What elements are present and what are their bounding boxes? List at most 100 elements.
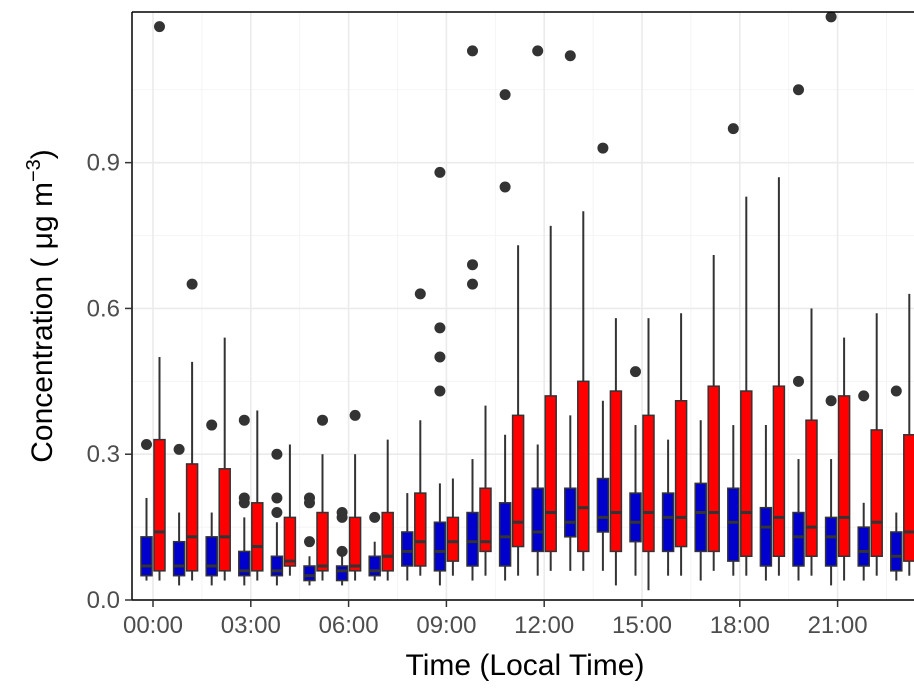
box-iqr bbox=[140, 536, 153, 577]
box-layer bbox=[140, 177, 914, 591]
outlier-point bbox=[597, 142, 609, 154]
box-iqr bbox=[870, 429, 883, 558]
y-axis-ticks: 0.0 0.3 0.6 0.9 bbox=[87, 150, 132, 614]
outlier-point bbox=[414, 288, 426, 300]
box-iqr bbox=[401, 531, 414, 567]
outlier-point bbox=[630, 366, 641, 378]
outlier-point bbox=[434, 351, 446, 363]
box-iqr bbox=[824, 516, 838, 567]
outlier-point bbox=[564, 50, 576, 62]
box-iqr bbox=[251, 502, 264, 572]
box-iqr bbox=[857, 526, 870, 567]
outlier-point bbox=[793, 84, 804, 96]
box-iqr bbox=[792, 511, 805, 567]
outlier-point bbox=[434, 322, 446, 334]
box-iqr bbox=[446, 516, 460, 562]
box-iqr bbox=[498, 502, 512, 567]
box-iqr bbox=[531, 487, 544, 553]
box-iqr bbox=[837, 395, 851, 558]
outlier-point bbox=[317, 414, 328, 426]
box-iqr bbox=[316, 511, 329, 572]
box-iqr bbox=[727, 487, 740, 562]
outlier-point bbox=[238, 497, 250, 509]
y-tick-label: 0.0 bbox=[87, 587, 120, 614]
box-iqr bbox=[707, 385, 720, 553]
outlier-point bbox=[825, 11, 837, 23]
outlier-layer bbox=[141, 11, 902, 557]
box-iqr bbox=[185, 463, 199, 572]
box-iqr bbox=[218, 468, 231, 572]
outlier-point bbox=[349, 409, 361, 421]
y-axis-title-close: ) bbox=[26, 149, 59, 159]
box-iqr bbox=[674, 400, 688, 548]
box-iqr bbox=[238, 550, 251, 577]
outlier-point bbox=[467, 259, 478, 271]
box-iqr bbox=[172, 540, 186, 577]
outlier-point bbox=[304, 536, 315, 548]
x-tick-label: 03:00 bbox=[221, 612, 281, 639]
box-iqr bbox=[381, 511, 394, 572]
outlier-point bbox=[890, 385, 902, 397]
box-iqr bbox=[414, 492, 427, 567]
outlier-point bbox=[499, 181, 511, 193]
outlier-point bbox=[173, 443, 185, 455]
box-iqr bbox=[772, 385, 786, 558]
y-tick-label: 0.3 bbox=[87, 441, 120, 468]
box-iqr bbox=[153, 438, 166, 572]
outlier-point bbox=[434, 166, 446, 178]
outlier-point bbox=[793, 375, 804, 387]
outlier-point bbox=[206, 419, 218, 431]
outlier-point bbox=[825, 395, 837, 407]
box-iqr bbox=[348, 516, 362, 572]
outlier-point bbox=[238, 414, 250, 426]
box-iqr bbox=[368, 555, 381, 577]
box-iqr bbox=[805, 419, 818, 558]
x-tick-label: 00:00 bbox=[123, 612, 183, 639]
outlier-point bbox=[186, 278, 198, 290]
outlier-point bbox=[467, 278, 478, 290]
box-iqr bbox=[642, 414, 655, 553]
x-tick-label: 21:00 bbox=[808, 612, 868, 639]
box-iqr bbox=[303, 565, 316, 582]
outlier-point bbox=[154, 21, 165, 33]
box-iqr bbox=[694, 482, 707, 553]
x-tick-label: 15:00 bbox=[612, 612, 672, 639]
y-axis-title-main: Concentration ( μg m bbox=[26, 182, 59, 463]
y-tick-label: 0.6 bbox=[87, 295, 120, 322]
x-axis-ticks: 00:00 03:00 06:00 09:00 12:00 15:00 18:00 21:00 bbox=[123, 600, 868, 639]
box-iqr bbox=[661, 492, 675, 553]
box-iqr bbox=[629, 492, 642, 543]
box-iqr bbox=[609, 390, 623, 553]
box-iqr bbox=[596, 477, 610, 533]
box-iqr bbox=[433, 521, 447, 572]
x-tick-label: 12:00 bbox=[514, 612, 574, 639]
outlier-point bbox=[858, 390, 870, 402]
y-tick-label: 0.9 bbox=[87, 150, 120, 177]
outlier-point bbox=[141, 438, 152, 450]
box-iqr bbox=[205, 536, 218, 577]
outlier-point bbox=[467, 45, 478, 57]
box-iqr bbox=[577, 380, 590, 553]
box-iqr bbox=[479, 487, 492, 553]
x-tick-label: 06:00 bbox=[319, 612, 379, 639]
outlier-point bbox=[336, 511, 348, 523]
box-iqr bbox=[759, 506, 773, 567]
outlier-point bbox=[532, 45, 544, 57]
box-iqr bbox=[564, 487, 577, 538]
box-iqr bbox=[466, 511, 479, 567]
box-iqr bbox=[903, 434, 914, 562]
x-tick-label: 18:00 bbox=[710, 612, 770, 639]
outlier-point bbox=[304, 497, 315, 509]
y-axis-title-superscript: −3 bbox=[23, 159, 45, 182]
minor-grid bbox=[132, 12, 914, 600]
box-iqr bbox=[270, 555, 284, 577]
x-axis-title: Time (Local Time) bbox=[406, 649, 645, 682]
x-tick-label: 09:00 bbox=[416, 612, 476, 639]
y-axis-title: Concentration ( μg m−3) bbox=[23, 149, 59, 463]
outlier-point bbox=[271, 448, 283, 460]
box-iqr bbox=[740, 390, 753, 558]
box-iqr bbox=[283, 516, 297, 567]
box-iqr bbox=[890, 531, 903, 572]
box-iqr bbox=[544, 395, 557, 553]
